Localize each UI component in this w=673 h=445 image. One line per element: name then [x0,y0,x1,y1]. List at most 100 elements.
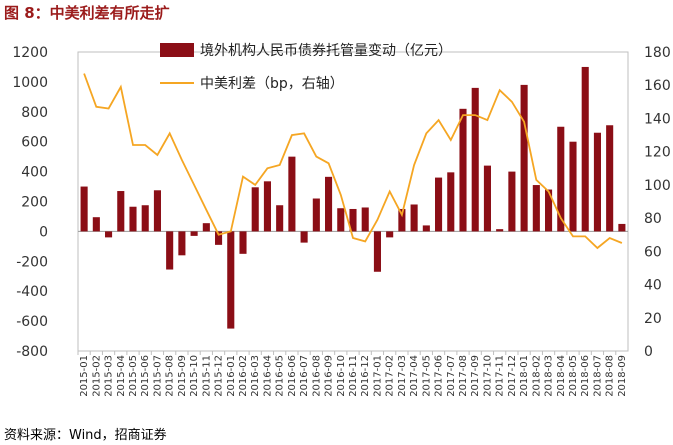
bar-2017-09 [471,87,479,232]
x-axis-tick-label: 2017-10 [482,355,493,397]
x-axis-tick-label: 2015-10 [189,355,200,397]
x-axis-tick-label: 2015-11 [201,355,212,397]
right-axis-tick-label: 100 [644,178,671,194]
x-axis-tick-label: 2016-08 [311,355,322,397]
right-axis-tick-label: 120 [644,145,671,161]
bar-2017-02 [386,231,394,238]
x-axis-tick-label: 2018-09 [617,355,628,397]
x-axis-tick-label: 2018-06 [580,355,591,397]
left-axis-tick-label: -200 [16,254,48,270]
legend-line-label: 中美利差（bp，右轴） [200,76,344,92]
x-axis-tick-label: 2015-06 [140,355,151,397]
bar-2015-09 [178,231,186,256]
bar-2015-07 [153,190,161,232]
bar-2015-06 [141,205,149,232]
x-axis-tick-label: 2015-04 [116,355,127,397]
x-axis-tick-label: 2015-12 [214,355,225,397]
bar-2016-09 [325,176,333,232]
bar-2016-02 [239,231,247,254]
figure-source: 资料来源：Wind，招商证券 [4,428,167,443]
legend-bar-swatch [160,43,194,57]
x-axis-tick-label: 2017-01 [372,355,383,397]
bar-2018-06 [581,66,589,232]
left-axis-tick-label: 400 [21,165,48,181]
bar-2017-12 [508,171,516,232]
plot-frame [77,51,629,352]
x-axis-tick-label: 2018-07 [592,355,603,397]
x-axis-tick-label: 2017-12 [507,355,518,397]
bar-2017-01 [373,231,381,272]
right-axis-tick-label: 0 [644,344,653,360]
bar-2015-12 [215,231,223,245]
bar-2017-06 [435,177,443,232]
figure-title: 图 8：中美利差有所走扩 [4,4,170,22]
x-axis-tick-label: 2016-02 [238,355,249,397]
legend: 境外机构人民币债券托管量变动（亿元） 中美利差（bp，右轴） [160,43,452,92]
bar-2018-07 [593,132,601,232]
x-axis-tick-label: 2017-08 [458,355,469,397]
x-axis-tick-label: 2015-02 [91,355,102,397]
spread-line [83,73,623,250]
right-axis-tick-label: 160 [644,78,671,94]
x-axis-tick-label: 2016-03 [250,355,261,397]
bar-2017-07 [447,172,455,232]
bar-2018-01 [520,84,528,232]
bar-2016-06 [288,156,296,232]
x-axis-tick-label: 2015-09 [177,355,188,397]
bar-2016-03 [251,187,259,232]
bar-2018-04 [557,126,565,232]
x-axis-tick-label: 2018-02 [531,355,542,397]
bar-2017-08 [459,108,467,232]
x-axis-tick-label: 2017-06 [434,355,445,397]
x-axis-tick-label: 2015-03 [104,355,115,397]
x-axis-tick-label: 2016-11 [348,355,359,397]
x-axis-tick-label: 2016-04 [262,355,273,397]
x-axis-tick-label: 2017-02 [385,355,396,397]
left-axis-tick-label: 0 [39,224,48,240]
bar-2016-01 [227,231,235,329]
bar-2015-03 [105,231,113,238]
x-axis-tick-label: 2018-03 [544,355,555,397]
right-axis-tick-label: 20 [644,311,662,327]
x-axis-tick-label: 2015-01 [79,355,90,397]
axes-layer: -800 -600 -400 -200 0 200 400 600 800 1000 1200 0 20… [12,45,670,397]
x-axis-tick-label: 2017-04 [409,355,420,397]
left-axis-tick-label: 1000 [12,75,48,91]
bar-2016-11 [349,208,357,232]
left-axis-tick-label: -600 [16,314,48,330]
bar-2016-08 [312,198,320,232]
x-axis-tick-label: 2017-05 [421,355,432,397]
right-axis-tick-label: 80 [644,211,662,227]
bar-2018-02 [532,185,540,232]
bar-2015-05 [129,206,137,232]
bar-2017-05 [422,225,430,232]
bar-2015-08 [166,231,174,270]
bar-2015-04 [117,191,125,232]
x-axis-tick-label: 2017-03 [397,355,408,397]
left-axis-tick-label: -800 [16,344,48,360]
x-axis-tick-label: 2015-08 [165,355,176,397]
bar-2017-11 [496,229,504,232]
x-axis-tick-label: 2015-05 [128,355,139,397]
x-axis-tick-label: 2018-01 [519,355,530,397]
bar-2015-01 [80,186,88,232]
bar-2017-10 [483,165,491,232]
line-layer [83,73,623,250]
x-axis-tick-label: 2016-07 [299,355,310,397]
bars-layer [80,66,626,329]
bar-2016-07 [300,231,308,243]
x-axis-tick-label: 2015-07 [152,355,163,397]
x-axis-tick-label: 2018-04 [556,355,567,397]
right-axis-tick-label: 140 [644,111,671,127]
left-axis-tick-label: 600 [21,135,48,151]
x-axis-tick-label: 2017-09 [470,355,481,397]
bar-2018-03 [545,189,553,232]
x-axis-tick-label: 2016-01 [226,355,237,397]
x-axis-tick-label: 2018-05 [568,355,579,397]
x-axis-tick-label: 2016-06 [287,355,298,397]
bar-2016-12 [361,207,369,232]
x-axis-tick-label: 2016-12 [360,355,371,397]
bar-2018-09 [618,223,626,232]
bar-2015-11 [202,223,210,232]
